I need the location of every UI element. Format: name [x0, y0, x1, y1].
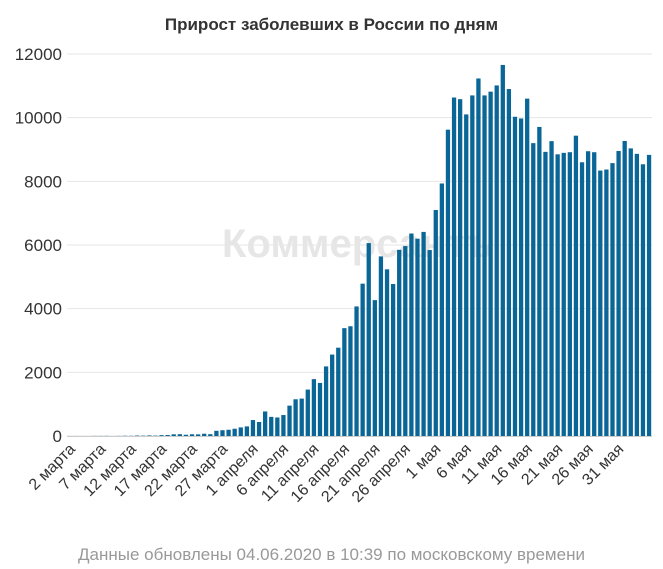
bar: [256, 421, 262, 436]
footnote: Данные обновлены 04.06.2020 в 10:39 по м…: [78, 545, 585, 564]
bar: [299, 398, 304, 436]
bar: [208, 434, 213, 436]
bar: [397, 249, 402, 436]
bar: [531, 143, 536, 436]
y-axis: 0 2000 4000 6000 8000 10000 12000: [15, 45, 62, 446]
bar: [610, 163, 615, 436]
bar: [354, 306, 359, 436]
bar: [311, 379, 317, 436]
bar: [604, 169, 609, 436]
bar: [640, 164, 646, 436]
y-tick-label: 0: [53, 427, 62, 446]
bar: [409, 233, 414, 436]
bar: [214, 430, 219, 436]
bar: [189, 434, 195, 436]
bar: [634, 153, 640, 437]
bar: [506, 89, 512, 437]
bar: [445, 129, 451, 437]
bar: [476, 78, 481, 436]
bar: [287, 405, 292, 436]
y-tick-label: 8000: [24, 172, 62, 191]
bar: [366, 243, 371, 436]
chart-title: Прирост заболевших в России по дням: [164, 15, 499, 34]
bar: [147, 435, 152, 436]
bar: [275, 417, 280, 436]
bar: [555, 154, 560, 436]
bar: [220, 430, 225, 436]
bar: [458, 99, 463, 437]
bar: [439, 183, 445, 436]
bar: [403, 246, 408, 436]
bar: [232, 428, 237, 436]
bar: [305, 389, 310, 436]
bar: [494, 85, 499, 436]
bar: [336, 347, 341, 436]
bar: [421, 231, 426, 436]
bar: [579, 162, 585, 436]
bar: [616, 151, 621, 436]
bar: [348, 326, 353, 436]
bar: [378, 256, 384, 436]
bar: [549, 141, 554, 436]
bar: [165, 435, 170, 436]
bar: [518, 118, 524, 437]
bar: [512, 116, 518, 436]
bar: [646, 154, 652, 436]
bar: [323, 366, 329, 436]
bar: [263, 411, 268, 436]
bar: [427, 250, 432, 436]
bar: [250, 420, 256, 436]
bar: [567, 152, 572, 436]
bar: [360, 283, 365, 436]
bar: [451, 97, 457, 437]
bar: [244, 426, 250, 436]
bar: [537, 126, 542, 437]
bar: [592, 152, 597, 436]
y-tick-label: 6000: [24, 236, 62, 255]
bar: [317, 382, 323, 436]
y-tick-label: 12000: [15, 45, 62, 64]
bar: [433, 210, 438, 436]
bar: [159, 435, 164, 436]
bar: [585, 151, 591, 436]
y-tick-label: 4000: [24, 300, 62, 319]
bar: [561, 152, 566, 436]
bar: [195, 434, 201, 436]
bar: [390, 284, 396, 436]
y-tick-label: 10000: [15, 109, 62, 128]
bar: [482, 95, 487, 437]
bar: [384, 269, 390, 436]
bar: [330, 354, 335, 436]
bar: [488, 91, 493, 436]
bar: [226, 429, 231, 436]
bar: [293, 399, 298, 436]
bar: [500, 64, 505, 436]
bar: [525, 98, 530, 436]
bar: [202, 433, 207, 436]
bar: [177, 434, 182, 436]
bar: [372, 300, 377, 436]
bar: [628, 148, 633, 436]
y-tick-label: 2000: [24, 363, 62, 382]
bar: [281, 415, 286, 436]
bar: [598, 170, 603, 436]
bar-series: [68, 64, 652, 437]
bar: [543, 151, 548, 437]
bar: [269, 416, 274, 436]
bar: [415, 238, 420, 436]
bar: [238, 427, 243, 436]
bar: [622, 140, 627, 436]
bar: [573, 135, 579, 436]
bar: [171, 434, 176, 436]
bar: [464, 114, 469, 437]
bar: [342, 328, 347, 436]
bar: [470, 95, 475, 437]
bar: [183, 434, 189, 436]
